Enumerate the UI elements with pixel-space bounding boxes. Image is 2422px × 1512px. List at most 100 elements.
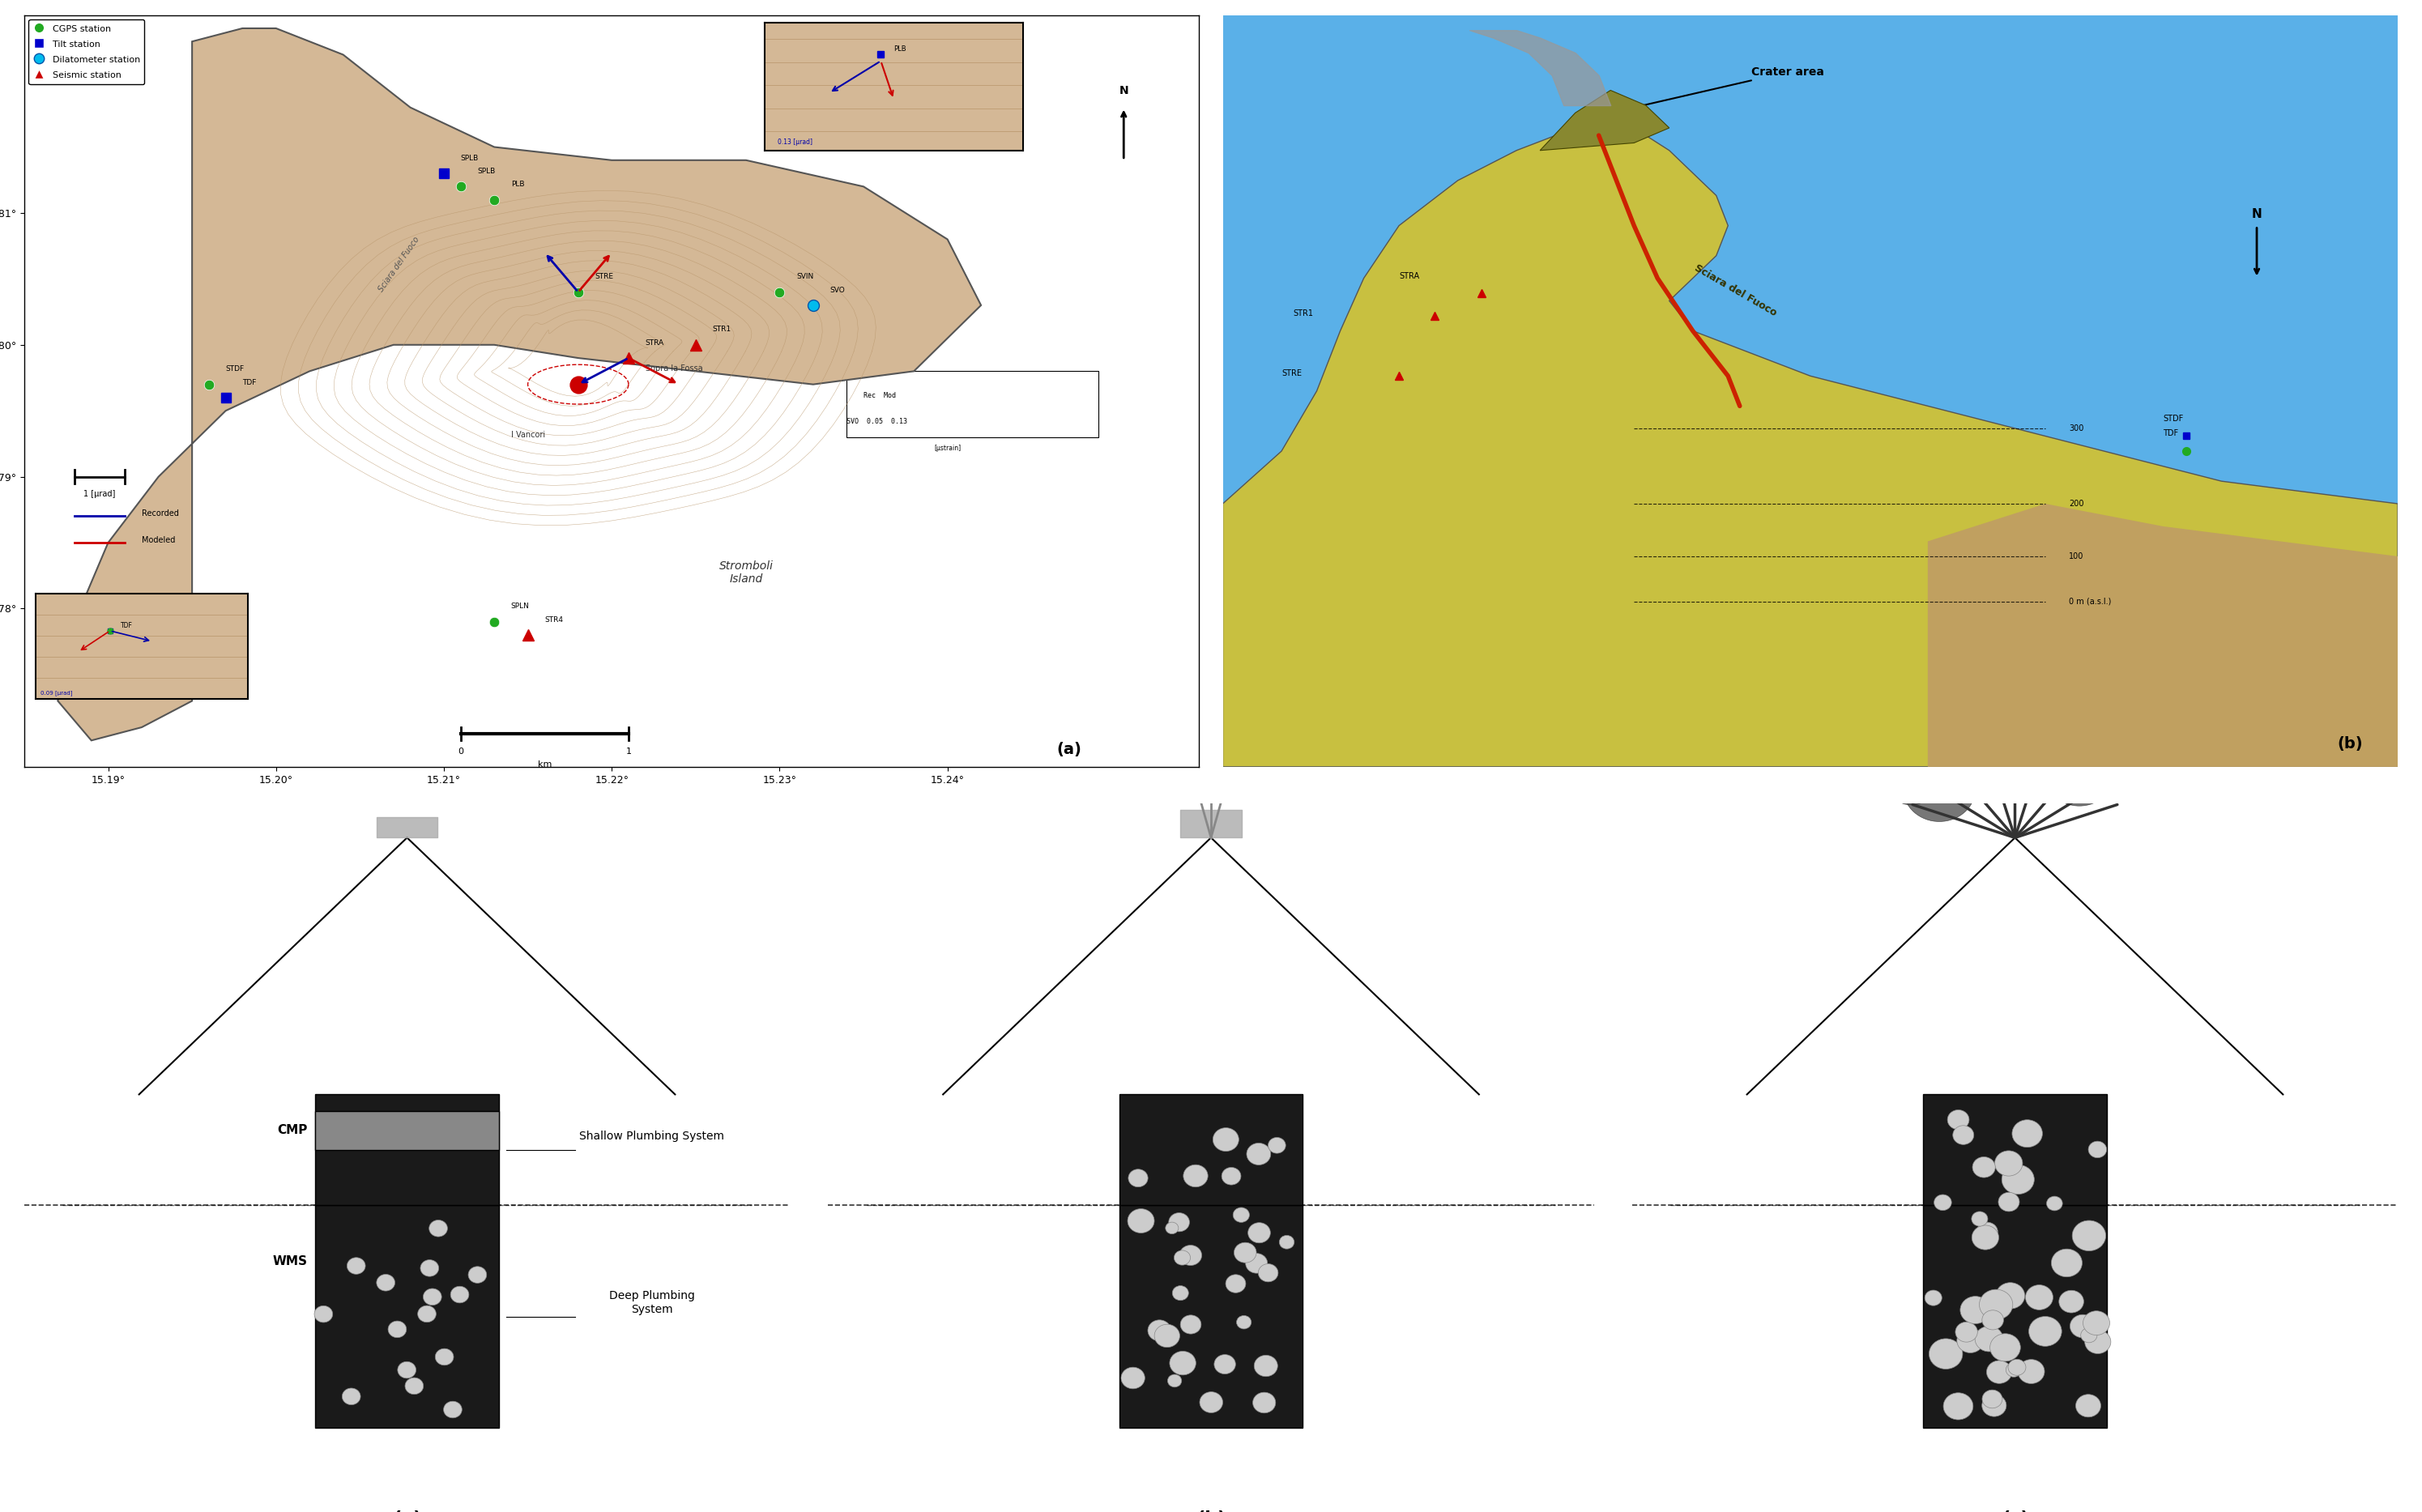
Circle shape xyxy=(1247,1223,1272,1243)
Circle shape xyxy=(342,1388,361,1405)
Polygon shape xyxy=(1540,91,1669,150)
Text: STR1: STR1 xyxy=(1293,310,1313,318)
Text: TDF: TDF xyxy=(2163,429,2177,437)
Text: Sciara del Fuoco: Sciara del Fuoco xyxy=(378,236,421,293)
Circle shape xyxy=(2080,754,2114,783)
Circle shape xyxy=(2049,750,2083,780)
Circle shape xyxy=(2051,1249,2083,1278)
Text: STR1: STR1 xyxy=(712,327,731,333)
Text: Recorded: Recorded xyxy=(143,510,179,519)
Text: (a): (a) xyxy=(1056,741,1083,758)
Circle shape xyxy=(1165,1222,1180,1234)
Circle shape xyxy=(1981,1311,2003,1329)
Circle shape xyxy=(2013,1120,2042,1148)
Circle shape xyxy=(1962,658,2008,699)
Circle shape xyxy=(375,1275,395,1291)
Circle shape xyxy=(2085,655,2151,715)
Circle shape xyxy=(2001,1164,2034,1194)
Text: 1 [μrad]: 1 [μrad] xyxy=(85,490,116,497)
Circle shape xyxy=(1199,1393,1223,1412)
Circle shape xyxy=(421,1259,438,1276)
Circle shape xyxy=(1238,1315,1252,1329)
Circle shape xyxy=(315,1306,332,1323)
Circle shape xyxy=(1233,1208,1250,1222)
Circle shape xyxy=(1904,756,1976,821)
Circle shape xyxy=(346,1258,366,1275)
Circle shape xyxy=(2008,1359,2025,1376)
Legend: CGPS station, Tilt station, Dilatometer station, Seismic station: CGPS station, Tilt station, Dilatometer … xyxy=(29,20,145,85)
Circle shape xyxy=(1972,1225,1998,1250)
Circle shape xyxy=(1170,1352,1196,1374)
Circle shape xyxy=(2025,1285,2054,1309)
Circle shape xyxy=(443,1402,463,1418)
Bar xyxy=(315,1095,499,1205)
Circle shape xyxy=(1155,1325,1180,1347)
Circle shape xyxy=(2044,742,2114,806)
Circle shape xyxy=(1935,1194,1952,1211)
Circle shape xyxy=(429,1220,448,1237)
Circle shape xyxy=(1213,1128,1238,1151)
Circle shape xyxy=(1170,1213,1189,1232)
Circle shape xyxy=(2030,1317,2061,1346)
Circle shape xyxy=(1221,1167,1240,1185)
Circle shape xyxy=(436,1349,453,1365)
Circle shape xyxy=(467,1267,487,1284)
Circle shape xyxy=(1259,1264,1279,1282)
Circle shape xyxy=(397,1362,417,1379)
Circle shape xyxy=(1952,1125,1974,1145)
Circle shape xyxy=(1129,1169,1148,1187)
Circle shape xyxy=(450,1287,470,1303)
Circle shape xyxy=(1986,1361,2013,1383)
Text: I Vancori: I Vancori xyxy=(511,431,545,438)
Text: SPLB: SPLB xyxy=(460,154,480,162)
Circle shape xyxy=(2073,1220,2105,1250)
Text: km: km xyxy=(538,761,552,768)
Circle shape xyxy=(1269,1137,1286,1154)
Text: SVO: SVO xyxy=(831,286,845,293)
Text: STDF: STDF xyxy=(2163,414,2182,423)
Circle shape xyxy=(2071,1314,2095,1338)
Polygon shape xyxy=(1223,113,2398,767)
Circle shape xyxy=(1972,1211,1988,1226)
Circle shape xyxy=(2047,1196,2064,1211)
Text: 0 m (a.s.l.): 0 m (a.s.l.) xyxy=(2068,597,2112,605)
Circle shape xyxy=(1928,1338,1962,1368)
Text: 300: 300 xyxy=(2068,425,2083,432)
Circle shape xyxy=(1226,1275,1245,1293)
Text: STRE: STRE xyxy=(596,274,613,281)
Text: CMP: CMP xyxy=(276,1125,308,1137)
Text: Sciara del Fuoco: Sciara del Fuoco xyxy=(1693,263,1778,318)
Circle shape xyxy=(1279,1235,1293,1249)
Circle shape xyxy=(1972,1157,1996,1178)
Circle shape xyxy=(1247,1143,1272,1164)
Circle shape xyxy=(1996,1151,2022,1176)
Circle shape xyxy=(1947,1110,1969,1129)
Text: 1: 1 xyxy=(625,747,632,756)
Circle shape xyxy=(424,1288,441,1305)
Circle shape xyxy=(404,1377,424,1394)
Bar xyxy=(315,1111,499,1151)
Circle shape xyxy=(1172,1285,1189,1300)
Circle shape xyxy=(1998,1193,2020,1211)
Circle shape xyxy=(1875,676,1940,736)
Circle shape xyxy=(1245,1253,1267,1273)
Circle shape xyxy=(2027,674,2068,712)
Text: [μstrain]: [μstrain] xyxy=(935,445,962,452)
Circle shape xyxy=(1942,1393,1974,1420)
Text: STRA: STRA xyxy=(1400,272,1419,280)
Circle shape xyxy=(2005,1362,2022,1377)
Circle shape xyxy=(1167,1374,1182,1387)
Circle shape xyxy=(2018,1359,2044,1383)
Circle shape xyxy=(2085,1331,2112,1353)
Text: STDF: STDF xyxy=(225,366,245,373)
Bar xyxy=(1119,1205,1303,1427)
Circle shape xyxy=(1213,1355,1235,1374)
Circle shape xyxy=(1129,1208,1155,1232)
Circle shape xyxy=(1925,1290,1942,1306)
Text: STRE: STRE xyxy=(1281,369,1301,378)
Circle shape xyxy=(2083,1311,2110,1335)
Circle shape xyxy=(417,1305,436,1321)
Circle shape xyxy=(1175,1250,1189,1266)
Circle shape xyxy=(1998,674,2073,744)
Circle shape xyxy=(1184,1164,1209,1187)
